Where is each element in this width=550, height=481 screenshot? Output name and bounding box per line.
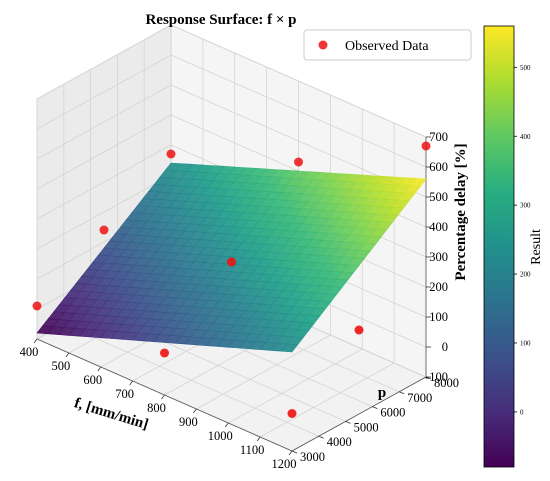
x-tick xyxy=(97,366,102,372)
legend-label-observed: Observed Data xyxy=(345,39,429,54)
legend-box xyxy=(303,29,472,61)
grid-y-floor xyxy=(63,323,319,437)
y-tick xyxy=(372,406,378,409)
z-axis-title: Percentage delay [%] xyxy=(453,143,469,280)
x-tick-label: 500 xyxy=(52,359,71,373)
colorbar-gradient xyxy=(483,25,515,468)
x-tick-label: 1000 xyxy=(208,429,233,443)
z-tick-label: 700 xyxy=(429,130,448,144)
grid-z-left xyxy=(36,84,172,160)
colorbar-tick-label: 200 xyxy=(520,271,531,279)
y-tick xyxy=(318,435,324,439)
y-tick-label: 8000 xyxy=(434,376,459,390)
data-point xyxy=(160,348,169,358)
colorbar-tick-label: 300 xyxy=(520,202,531,210)
z-tick-label: 300 xyxy=(429,250,448,264)
grid-x-floor xyxy=(259,362,395,438)
colorbar-tick-label: 0 xyxy=(520,408,524,416)
x-tick-label: 900 xyxy=(179,415,198,429)
y-tick xyxy=(399,391,405,395)
x-tick-label: 600 xyxy=(83,373,102,387)
y-tick-label: 6000 xyxy=(380,406,405,420)
x-tick xyxy=(224,422,229,428)
z-tick-label: 400 xyxy=(429,220,448,234)
y-axis-title: p xyxy=(378,385,386,401)
z-tick-label: 600 xyxy=(429,160,448,174)
x-tick xyxy=(256,436,261,442)
z-tick-label: 100 xyxy=(429,310,448,324)
y-tick-label: 5000 xyxy=(354,420,379,434)
legend: Observed Data xyxy=(303,29,472,61)
data-point xyxy=(99,225,109,235)
data-point xyxy=(294,157,303,167)
colorbar-tick-label: 400 xyxy=(520,133,531,141)
grid-z-left xyxy=(36,54,172,130)
grid-z-back xyxy=(170,24,427,138)
grid-z-left xyxy=(36,174,172,250)
colorbar-label: Result xyxy=(529,229,544,265)
x-tick xyxy=(33,338,38,344)
grid-z-back xyxy=(170,54,427,168)
grid-z-left xyxy=(36,144,172,220)
z-tick-label: 200 xyxy=(429,280,448,294)
x-tick-label: 800 xyxy=(147,401,166,415)
grid-z-left xyxy=(36,24,172,100)
colorbar-ticks: 0 100 200 300 400 500 xyxy=(514,64,531,416)
x-tick-label: 1200 xyxy=(272,457,297,471)
x-tick xyxy=(129,380,133,386)
grid-z-left xyxy=(36,114,172,190)
chart-title: Response Surface: f × p xyxy=(145,12,296,28)
data-point xyxy=(421,141,431,151)
x-tick-label: 700 xyxy=(115,387,134,401)
x-tick xyxy=(161,394,165,400)
z-tick-label: 500 xyxy=(429,190,448,204)
z-tick-label: 0 xyxy=(442,340,448,354)
data-point xyxy=(227,257,236,267)
x-tick xyxy=(288,450,293,456)
legend-marker-observed xyxy=(318,40,328,50)
grid-x-floor xyxy=(228,348,363,424)
data-point xyxy=(287,409,297,418)
observed-data-points xyxy=(160,257,364,418)
data-point xyxy=(32,301,42,311)
y-tick-label: 3000 xyxy=(300,450,325,464)
grid-x-floor xyxy=(196,334,331,410)
surface-cell xyxy=(280,343,299,353)
colorbar-tick-label: 500 xyxy=(520,64,531,72)
x-axis-title: f, [mm/min] xyxy=(72,395,150,433)
y-axis-line xyxy=(291,376,427,452)
data-point xyxy=(354,325,364,335)
y-tick xyxy=(291,450,298,454)
observed-data-points-front xyxy=(32,141,431,311)
colorbar-tick-label: 100 xyxy=(520,339,531,347)
data-point xyxy=(166,149,176,159)
z-tick-label: -100 xyxy=(425,370,448,384)
y-tick-label: 4000 xyxy=(327,435,352,449)
x-tick-label: 400 xyxy=(20,345,39,359)
x-tick xyxy=(65,352,70,358)
y-tick xyxy=(345,421,351,424)
x-tick-label: 1100 xyxy=(240,443,265,457)
x-tick xyxy=(193,408,197,414)
response-surface xyxy=(36,162,427,353)
colorbar: 0 100 200 300 400 500 Result xyxy=(483,25,544,468)
y-tick-label: 7000 xyxy=(407,391,432,405)
